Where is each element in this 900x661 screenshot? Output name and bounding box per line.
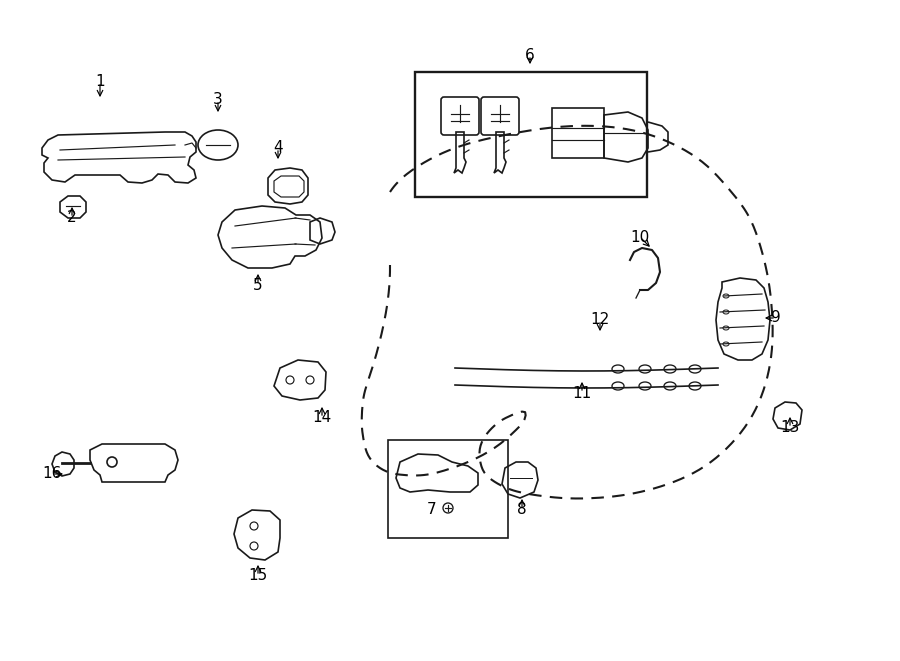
- Text: 7: 7: [428, 502, 436, 518]
- Bar: [388, 440, 508, 538]
- Text: 6: 6: [525, 48, 535, 63]
- Text: 13: 13: [780, 420, 800, 436]
- Text: 11: 11: [572, 385, 591, 401]
- Text: 3: 3: [213, 93, 223, 108]
- Text: 15: 15: [248, 568, 267, 584]
- Text: 8: 8: [518, 502, 526, 518]
- Text: 2: 2: [68, 210, 76, 225]
- Text: 12: 12: [590, 313, 609, 327]
- Text: 5: 5: [253, 278, 263, 293]
- Text: 1: 1: [95, 75, 104, 89]
- Text: 14: 14: [312, 410, 331, 426]
- Text: 16: 16: [42, 467, 62, 481]
- Bar: [552, 108, 604, 158]
- Bar: [415, 72, 647, 197]
- Text: 9: 9: [771, 311, 781, 325]
- Text: 4: 4: [274, 141, 283, 155]
- Text: 10: 10: [630, 229, 650, 245]
